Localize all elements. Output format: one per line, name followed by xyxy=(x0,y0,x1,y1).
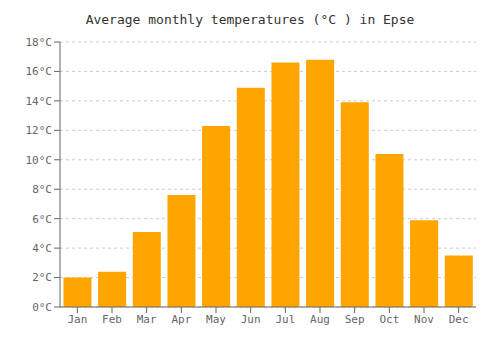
svg-text:Oct: Oct xyxy=(379,313,399,326)
svg-text:12°C: 12°C xyxy=(26,124,53,137)
svg-text:16°C: 16°C xyxy=(26,65,53,78)
svg-text:14°C: 14°C xyxy=(26,95,53,108)
svg-text:Nov: Nov xyxy=(414,313,434,326)
svg-text:10°C: 10°C xyxy=(26,154,53,167)
svg-text:Apr: Apr xyxy=(171,313,191,326)
svg-text:Dec: Dec xyxy=(449,313,469,326)
svg-text:4°C: 4°C xyxy=(32,242,52,255)
svg-text:Sep: Sep xyxy=(345,313,365,326)
svg-text:2°C: 2°C xyxy=(32,271,52,284)
svg-text:Jun: Jun xyxy=(241,313,261,326)
svg-text:Mar: Mar xyxy=(137,313,157,326)
svg-text:Jul: Jul xyxy=(275,313,295,326)
svg-text:Aug: Aug xyxy=(310,313,330,326)
svg-text:0°C: 0°C xyxy=(32,301,52,314)
svg-text:6°C: 6°C xyxy=(32,213,52,226)
svg-text:May: May xyxy=(206,313,226,326)
svg-text:Feb: Feb xyxy=(102,313,122,326)
html-text:Average monthly temperatures (: Average monthly temperatures (°C ) in Ep… xyxy=(85,12,415,27)
svg-text:Jan: Jan xyxy=(67,313,87,326)
svg-text:8°C: 8°C xyxy=(32,183,52,196)
svg-text:18°C: 18°C xyxy=(26,36,53,49)
